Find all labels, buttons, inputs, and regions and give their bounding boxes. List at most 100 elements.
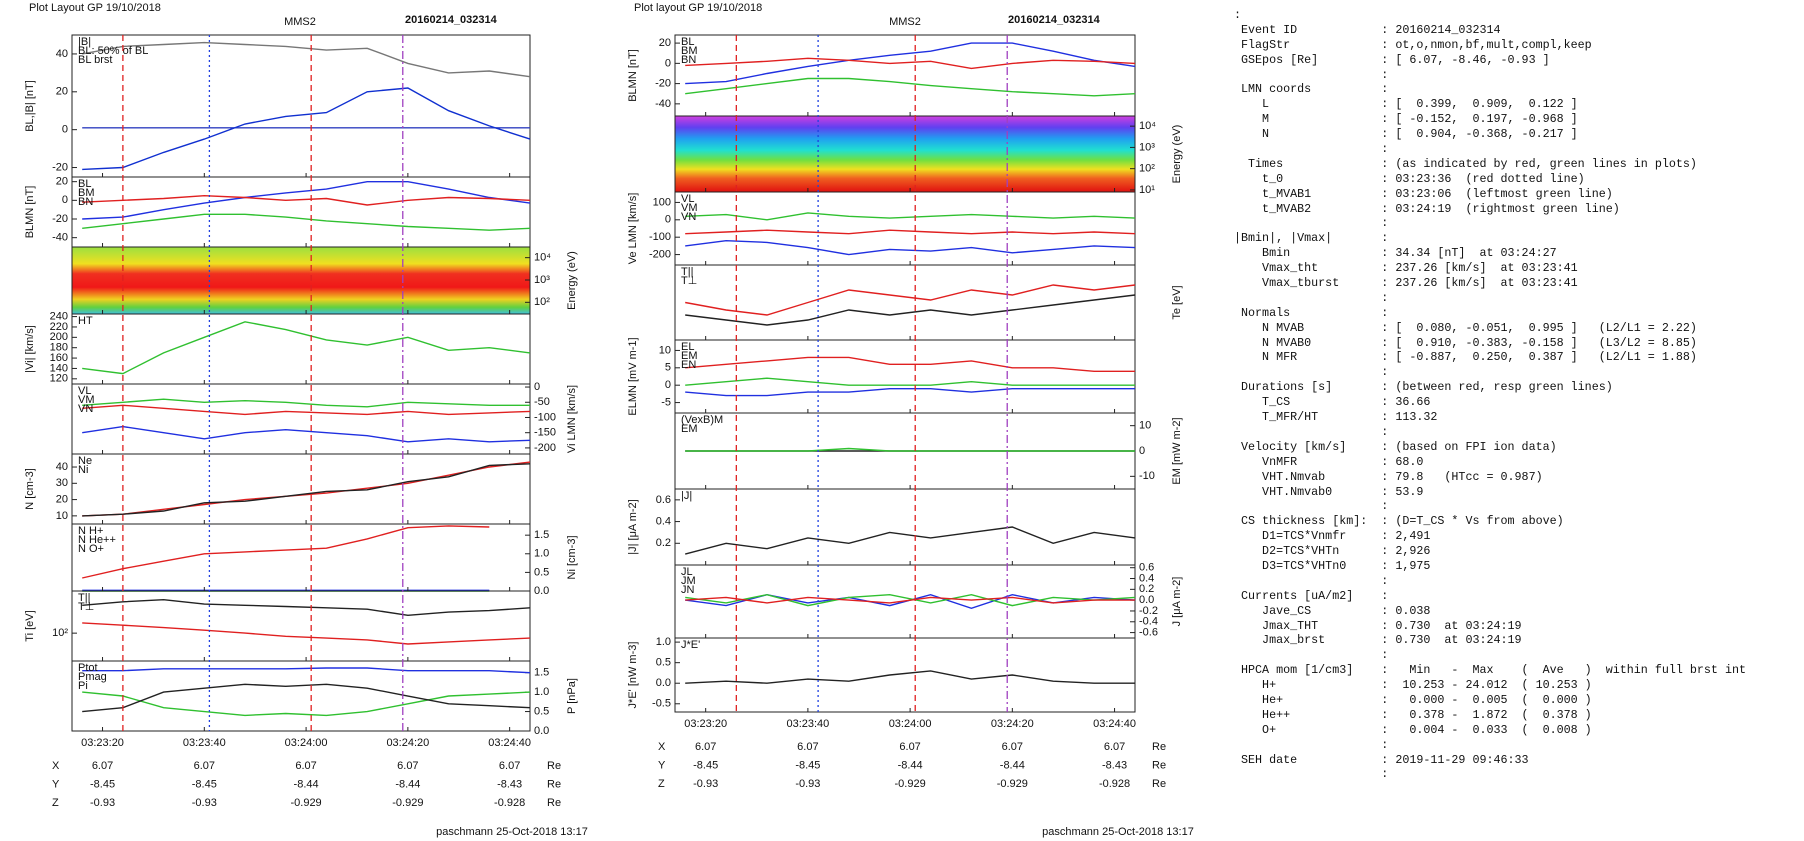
summary-line: D1=TCS*Vnmfr : 2,491 (1234, 529, 1431, 544)
legend-entry: T⊥ (78, 601, 94, 613)
y-tick-label: 20 (56, 493, 68, 505)
legend-entry: Pi (78, 680, 88, 692)
legend-entry: BL (78, 178, 91, 190)
legend-entry: |J| (681, 490, 692, 502)
summary-line: M : [ -0.152, 0.197, -0.968 ] (1234, 112, 1578, 127)
summary-line: He+ : 0.000 - 0.005 ( 0.000 ) (1234, 692, 1592, 707)
series-line (82, 181, 531, 220)
y-tick-label: 0 (1139, 445, 1145, 457)
ephemeris-value: -0.93 (90, 797, 115, 809)
summary-line: : (1234, 573, 1389, 588)
ephemeris-value: -0.93 (795, 778, 820, 790)
series-line (685, 77, 1136, 97)
legend-entry: EN (681, 359, 696, 371)
y-axis-label: Te [eV] (1171, 285, 1183, 319)
summary-line: : (1234, 365, 1389, 380)
ephemeris-value: 6.07 (797, 741, 818, 753)
summary-line: : (1234, 216, 1389, 231)
y-tick-label: 0 (62, 124, 68, 136)
ephemeris-value: 6.07 (194, 760, 215, 772)
legend-entry: BL brst (78, 54, 112, 66)
panel-frame (674, 191, 1136, 266)
ephemeris-value: -8.43 (497, 778, 522, 790)
ephemeris-unit: Re (1152, 741, 1166, 753)
ephemeris-value: -0.928 (1099, 778, 1130, 790)
ephemeris-value: 6.07 (695, 741, 716, 753)
ephemeris-unit: Re (547, 760, 561, 772)
summary-line: Durations [s] : (between red, resp green… (1234, 380, 1613, 395)
panel-frame (71, 660, 531, 732)
x-tick-label: 03:24:00 (889, 718, 932, 730)
ephemeris-label: Y (52, 778, 60, 790)
summary-line: : (1234, 737, 1389, 752)
series-line (82, 691, 531, 717)
legend-entry: Ne (78, 455, 92, 467)
legend-entry: JL (681, 566, 693, 578)
ephemeris-unit: Re (1152, 759, 1166, 771)
y-tick-label: 0 (665, 214, 671, 226)
y-tick-label: 0 (665, 379, 671, 391)
ephemeris-value: -8.45 (693, 759, 718, 771)
series-line (685, 229, 1136, 235)
summary-line: Bmin : 34.34 [nT] at 03:24:27 (1234, 246, 1557, 261)
series-line (685, 42, 1136, 85)
summary-line: : (1234, 424, 1389, 439)
y-tick-label: 0.2 (1139, 583, 1154, 595)
summary-line: |Bmin|, |Vmax| : (1234, 231, 1389, 246)
y-tick-label: -0.2 (1139, 605, 1158, 617)
legend-entry: VN (78, 403, 93, 415)
y-tick-label: 0.0 (534, 725, 549, 737)
legend-entry: (VexB)M (681, 414, 723, 426)
y-tick-label: 1.0 (534, 548, 549, 560)
y-tick-label: -0.5 (652, 698, 671, 710)
y-axis-label: P [nPa] (566, 678, 578, 714)
ephemeris-value: -8.44 (395, 778, 420, 790)
series-line (685, 447, 1135, 452)
layout-note: Plot Layout GP 19/10/2018 (29, 2, 161, 14)
summary-line: SEH date : 2019-11-29 09:46:33 (1234, 752, 1529, 767)
ephemeris-label: X (658, 741, 666, 753)
summary-line: Currents [uA/m2] : (1234, 588, 1389, 603)
y-tick-label: -5 (661, 396, 671, 408)
series-line (82, 398, 530, 408)
y-axis-label: ELMN [mV m-1] (627, 337, 639, 415)
y-tick-label: 0.4 (656, 515, 671, 527)
ephemeris-value: -8.44 (1000, 759, 1025, 771)
ephemeris-value: 6.07 (499, 760, 520, 772)
ephemeris-value: -0.93 (192, 797, 217, 809)
series-line (82, 463, 531, 517)
y-axis-label: N [cm-3] (24, 468, 36, 510)
y-tick-label: 0.4 (1139, 572, 1154, 584)
y-tick-label: 200 (50, 331, 68, 343)
series-line (685, 526, 1136, 555)
y-tick-label: 100 (653, 196, 671, 208)
legend-entry: VM (681, 202, 698, 214)
summary-line: He++ : 0.378 - 1.872 ( 0.378 ) (1234, 707, 1592, 722)
panel-frame (71, 523, 531, 592)
y-tick-label: -200 (534, 442, 556, 454)
ephemeris-value: -8.45 (90, 778, 115, 790)
event-summary: : Event ID : 20160214_032314 FlagStr : o… (1234, 8, 1746, 782)
y-tick-label: 20 (659, 37, 671, 49)
y-tick-label: 5 (665, 362, 671, 374)
legend-entry: T⊥ (681, 275, 697, 287)
y-tick-label: -50 (534, 396, 550, 408)
y-tick-label: 0.5 (656, 657, 671, 669)
layout-note: Plot layout GP 19/10/2018 (634, 2, 762, 14)
y-tick-label: -0.6 (1139, 626, 1158, 638)
y-tick-label: 1.0 (656, 636, 671, 648)
y-tick-label: -40 (52, 232, 68, 244)
spectrogram (675, 116, 1135, 192)
legend-entry: T|| (681, 266, 693, 278)
y-tick-label: 140 (50, 362, 68, 374)
ephemeris-unit: Re (1152, 778, 1166, 790)
y-tick-label: -20 (52, 213, 68, 225)
ephemeris-label: X (52, 760, 60, 772)
y-tick-label: -100 (534, 411, 556, 423)
y-tick-label: -20 (655, 78, 671, 90)
summary-line: : (1234, 67, 1389, 82)
legend-entry: EM (681, 350, 698, 362)
summary-line: FlagStr : ot,o,nmon,bf,mult,compl,keep (1234, 37, 1592, 52)
series-line (685, 356, 1135, 372)
panel-frame (674, 488, 1136, 566)
